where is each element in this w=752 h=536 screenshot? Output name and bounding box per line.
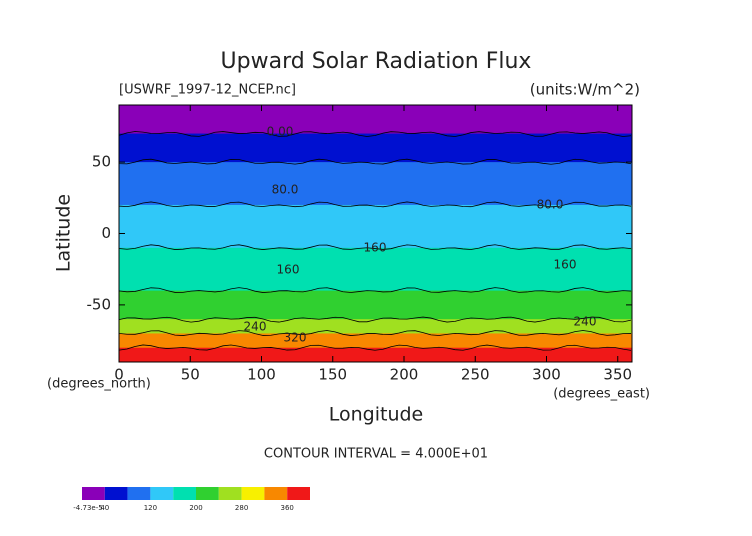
contour-line (118, 316, 632, 323)
contour-band (119, 233, 632, 249)
contour-label: 320 (284, 331, 307, 345)
x-tick-label: 250 (461, 366, 490, 384)
x-tick-label: 0 (114, 366, 124, 384)
y-axis-label: Latitude (53, 194, 75, 272)
contour-band (119, 162, 632, 177)
contour-band (119, 304, 632, 320)
colorbar-label: 120 (144, 504, 157, 512)
y-tick-label: -50 (87, 295, 112, 313)
contour-band (119, 119, 632, 135)
x-tick-label: 150 (318, 366, 347, 384)
contour-label: 0.00 (267, 125, 294, 139)
colorbar-label: -4.73e-5 (73, 504, 102, 512)
colorbar-swatch (218, 487, 242, 500)
contour-band (119, 247, 632, 263)
x-tick-label: 300 (532, 366, 561, 384)
contour-band (119, 276, 632, 292)
colorbar-swatch (104, 487, 128, 500)
contour-band (119, 190, 632, 206)
contour-label: 160 (554, 258, 577, 272)
contour-band (119, 176, 632, 192)
y-tick-label: 50 (92, 153, 111, 171)
contour-band (119, 290, 632, 306)
contour-line (118, 330, 632, 336)
contour-line (118, 131, 632, 137)
contour-band (119, 147, 632, 163)
subtitle-right: (units:W/m^2) (530, 81, 640, 99)
contour-band (119, 105, 632, 120)
contour-line (118, 244, 632, 250)
contour-note: CONTOUR INTERVAL = 4.000E+01 (264, 447, 488, 462)
x-axis-label: Longitude (329, 404, 424, 426)
contour-label: 240 (244, 320, 267, 334)
contour-band (119, 204, 632, 220)
contour-band (119, 219, 632, 234)
x-tick-label: 100 (247, 366, 276, 384)
colorbar-label: 40 (100, 504, 109, 512)
contour-line (118, 158, 632, 165)
colorbar-swatch (287, 487, 310, 500)
colorbar-label: 360 (281, 504, 294, 512)
contour-line (118, 201, 632, 208)
y-unit: (degrees_north) (47, 377, 151, 392)
contour-line (118, 287, 632, 293)
colorbar-swatch (196, 487, 219, 500)
contour-band (119, 319, 632, 334)
contour-label: 80.0 (272, 183, 299, 197)
contour-line (118, 344, 632, 351)
contour-label: 80.0 (537, 198, 564, 212)
contour-label: 160 (277, 263, 300, 277)
x-tick-label: 50 (181, 366, 200, 384)
subtitle-left: [USWRF_1997-12_NCEP.nc] (119, 83, 296, 98)
contour-band (119, 133, 632, 149)
colorbar-label: 280 (235, 504, 248, 512)
y-tick-label: 0 (101, 224, 111, 242)
x-tick-label: 200 (390, 366, 419, 384)
contour-label: 240 (574, 315, 597, 329)
colorbar-swatch (150, 487, 174, 500)
contour-band (119, 347, 632, 363)
colorbar-swatch (173, 487, 196, 500)
colorbar-swatch (82, 487, 105, 500)
contour-band (119, 333, 632, 349)
contour-label: 160 (364, 241, 387, 255)
colorbar-swatch (241, 487, 265, 500)
x-unit: (degrees_east) (553, 387, 650, 402)
x-tick-label: 350 (603, 366, 632, 384)
contour-band (119, 262, 632, 277)
colorbar-swatch (264, 487, 288, 500)
colorbar-label: 200 (189, 504, 202, 512)
chart-title: Upward Solar Radiation Flux (221, 49, 532, 74)
colorbar-swatch (127, 487, 151, 500)
